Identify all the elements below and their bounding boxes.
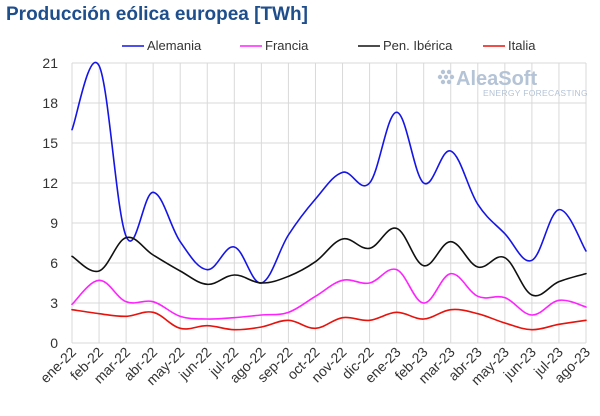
logo-dot <box>446 69 452 75</box>
y-tick-label: 15 <box>42 135 58 151</box>
legend-label: Pen. Ibérica <box>383 38 453 53</box>
watermark-name: AleaSoft <box>456 68 537 90</box>
legend-item-italia: Italia <box>483 38 536 53</box>
y-tick-label: 9 <box>50 215 58 231</box>
legend-label: Francia <box>265 38 309 53</box>
chart-title: Producción eólica europea [TWh] <box>6 4 308 25</box>
legend-item-francia: Francia <box>240 38 309 53</box>
logo-dot <box>437 74 443 80</box>
legend-label: Italia <box>508 38 536 53</box>
logo-dot <box>449 74 455 80</box>
legend-item-alemania: Alemania <box>122 38 202 53</box>
legend-label: Alemania <box>147 38 202 53</box>
y-tick-label: 6 <box>50 255 58 271</box>
series-line-italia <box>71 308 587 331</box>
watermark-tagline: ENERGY FORECASTING <box>483 88 588 98</box>
series-line-pen-ib-rica <box>71 227 587 297</box>
logo-dot <box>443 74 449 80</box>
logo-dot <box>440 79 446 85</box>
logo-dot <box>446 79 452 85</box>
y-tick-label: 3 <box>50 295 58 311</box>
logo-dot <box>440 69 446 75</box>
y-tick-label: 18 <box>42 95 58 111</box>
y-tick-label: 12 <box>42 175 58 191</box>
series-line-francia <box>71 268 587 320</box>
y-tick-label: 0 <box>50 335 58 351</box>
y-tick-label: 21 <box>42 55 58 71</box>
legend-item-pen-ib-rica: Pen. Ibérica <box>358 38 453 53</box>
series-line-alemania <box>71 61 587 284</box>
